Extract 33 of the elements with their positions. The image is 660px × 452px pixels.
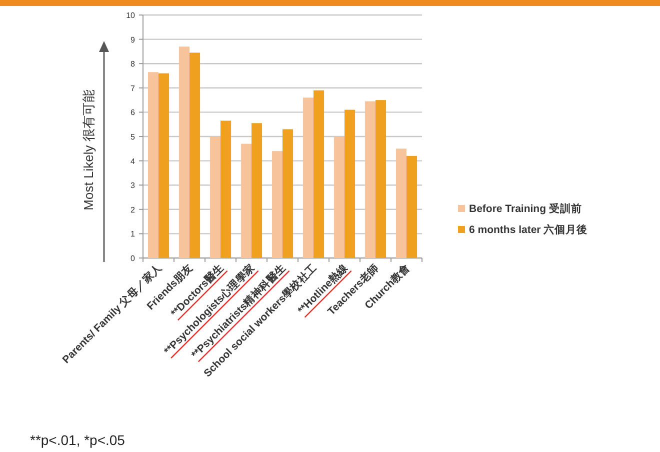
y-tick-label: 4 — [130, 156, 136, 166]
bar — [272, 151, 282, 258]
bar — [344, 110, 356, 258]
bar — [210, 136, 220, 258]
bar — [240, 144, 252, 258]
legend-label: 6 months later 六個月後 — [469, 223, 588, 236]
bar — [282, 129, 294, 258]
legend-label: Before Training 受訓前 — [469, 202, 582, 215]
y-tick-label: 1 — [130, 230, 136, 239]
bar — [334, 136, 344, 258]
bar — [158, 73, 170, 258]
y-tick-label: 9 — [130, 35, 136, 44]
y-tick-label: 8 — [130, 60, 136, 69]
y-tick-label: 10 — [126, 11, 136, 20]
y-tick-label: 3 — [130, 181, 136, 190]
y-tick-label: 5 — [130, 132, 136, 142]
y-tick-label: 2 — [130, 205, 136, 214]
bar — [406, 156, 418, 258]
bar — [148, 72, 158, 258]
y-tick-label: 6 — [130, 108, 136, 118]
bar — [220, 120, 232, 258]
bar — [302, 98, 314, 258]
bar — [364, 101, 376, 258]
text: **p<.01, *p<.05 — [30, 432, 126, 448]
y-axis-title: Most Likely 很有可能 — [81, 90, 96, 210]
bar — [314, 90, 324, 258]
bar — [178, 46, 190, 258]
bar — [396, 148, 406, 258]
bar — [252, 123, 262, 258]
bar — [376, 100, 386, 258]
y-tick-label: 7 — [130, 84, 136, 93]
bar — [190, 52, 200, 258]
y-tick-label: 0 — [130, 254, 136, 263]
